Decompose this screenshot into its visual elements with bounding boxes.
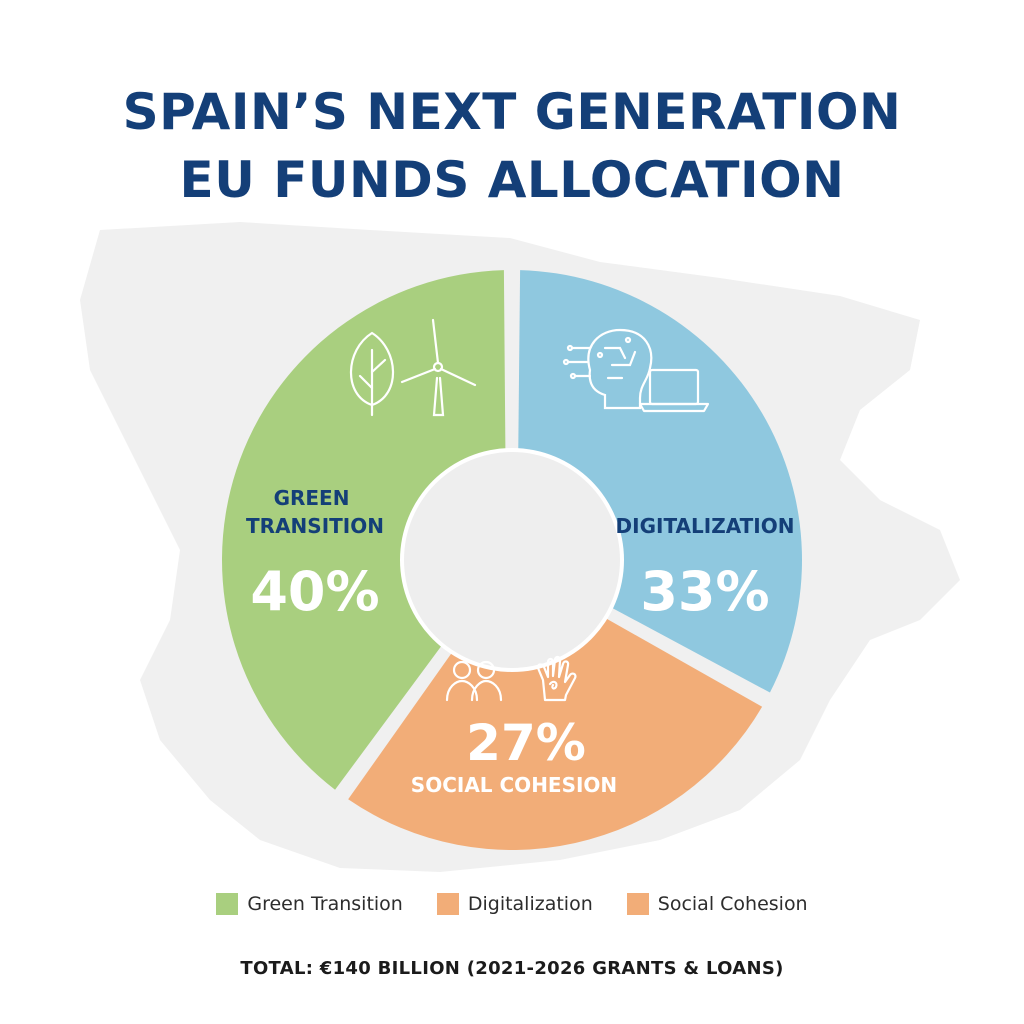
legend-swatch [436, 893, 459, 915]
slice-social-cohesion [348, 565, 763, 851]
wind-turbine-icon [400, 318, 477, 417]
slice-value-green: 40% [250, 560, 379, 623]
legend-swatch [626, 893, 649, 915]
legend-item: Green Transition [216, 893, 403, 915]
title-line-1: SPAIN’S NEXT GENERATION [122, 83, 902, 141]
slice-value-social: 27% [466, 714, 586, 772]
legend-label: Digitalization [467, 893, 593, 915]
page-title: SPAIN’S NEXT GENERATION EU FUNDS ALLOCAT… [0, 78, 1024, 214]
slice-value-digital: 33% [640, 560, 769, 623]
legend-label: Green Transition [247, 893, 403, 915]
legend-swatch [216, 893, 239, 915]
legend-item: Digitalization [436, 893, 593, 915]
brain-head-icon [562, 328, 653, 410]
slice-label-green: GREEN TRANSITION [246, 486, 384, 538]
total-footnote: TOTAL: €140 BILLION (2021-2026 GRANTS & … [240, 958, 784, 979]
chart-legend: Green Transition Digitalization Social Coh… [0, 893, 1024, 915]
slice-label-digital: DIGITALIZATION [616, 514, 795, 538]
legend-item: Social Cohesion [626, 893, 808, 915]
laptop-icon [638, 368, 710, 413]
legend-label: Social Cohesion [657, 893, 808, 915]
leaf-icon [350, 331, 394, 417]
people-icon [445, 660, 503, 702]
title-line-2: EU FUNDS ALLOCATION [179, 151, 845, 209]
slice-label-social: SOCIAL COHESION [411, 773, 617, 797]
donut-hole [404, 452, 620, 668]
hand-icon [536, 655, 577, 702]
